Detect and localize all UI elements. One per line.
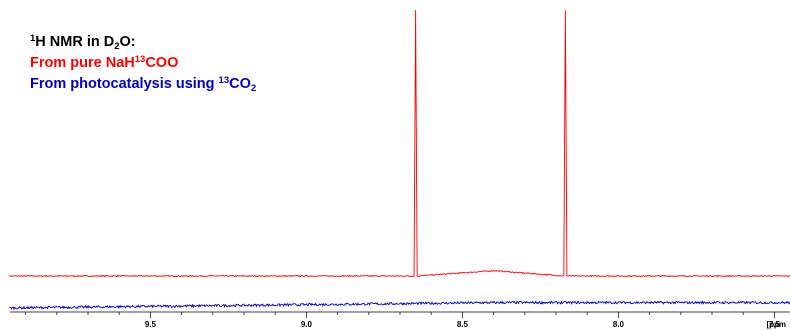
legend-pure-sup: 13 — [134, 54, 146, 65]
legend-pure-text: From pure NaH — [30, 55, 135, 71]
x-tick-label: 7.5 — [769, 320, 781, 329]
legend: 1H NMR in D2O: From pure NaH13COO From p… — [30, 32, 256, 95]
legend-entry-photocatalysis: From photocatalysis using 13CO2 — [30, 74, 256, 95]
x-tick-label: 8.0 — [613, 320, 625, 329]
series-layer — [9, 10, 790, 311]
legend-entry-pure: From pure NaH13COO — [30, 53, 256, 74]
legend-header-sub: 2 — [114, 41, 120, 52]
x-unit-label: [ppm — [766, 320, 786, 329]
legend-pure-text-end: COO — [145, 55, 179, 71]
x-tick-label: 9.0 — [301, 320, 313, 329]
legend-photo-sup: 13 — [218, 75, 230, 86]
x-axis: 9.5 9.0 8.5 8.0 7.5[ppm — [10, 311, 790, 329]
spectrum-series-1 — [9, 10, 790, 278]
x-tick-label: 8.5 — [457, 320, 469, 329]
x-tick-label: 9.5 — [145, 320, 157, 329]
legend-header-text-end: O: — [119, 34, 136, 50]
legend-photo-sub: 2 — [250, 83, 257, 94]
legend-photo-text-mid: CO — [229, 76, 251, 92]
legend-photo-text: From photocatalysis using — [30, 76, 219, 92]
spectrum-series-2 — [9, 300, 790, 311]
legend-header-sup: 1 — [30, 33, 36, 44]
legend-header: 1H NMR in D2O: — [30, 32, 256, 53]
legend-header-text: H NMR in D — [35, 34, 115, 50]
